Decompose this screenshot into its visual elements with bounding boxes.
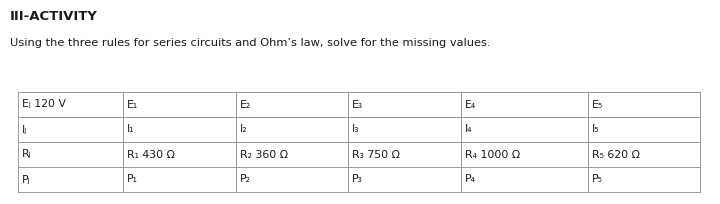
Text: I₃: I₃ [352,124,359,134]
Text: I₅: I₅ [592,124,599,134]
Text: Eⱼ 120 V: Eⱼ 120 V [22,100,66,110]
Text: P₃: P₃ [352,174,363,184]
Text: R₁ 430 Ω: R₁ 430 Ω [127,150,175,160]
Text: P₄: P₄ [464,174,476,184]
Text: P₂: P₂ [240,174,251,184]
Text: P₅: P₅ [592,174,603,184]
Text: Iⱼ: Iⱼ [22,124,27,134]
Text: E₃: E₃ [352,100,364,110]
Text: E₁: E₁ [127,100,138,110]
Text: I₁: I₁ [127,124,135,134]
Text: I₄: I₄ [464,124,472,134]
Text: III-ACTIVITY: III-ACTIVITY [10,10,98,23]
Text: I₂: I₂ [240,124,247,134]
Text: R₃ 750 Ω: R₃ 750 Ω [352,150,400,160]
Text: Pⱼ: Pⱼ [22,174,30,184]
Text: Using the three rules for series circuits and Ohm’s law, solve for the missing v: Using the three rules for series circuit… [10,38,490,48]
Text: R₅ 620 Ω: R₅ 620 Ω [592,150,639,160]
Text: R₂ 360 Ω: R₂ 360 Ω [240,150,288,160]
Text: P₁: P₁ [127,174,138,184]
Text: E₅: E₅ [592,100,603,110]
Text: E₂: E₂ [240,100,251,110]
Text: R₄ 1000 Ω: R₄ 1000 Ω [464,150,520,160]
Text: E₄: E₄ [464,100,476,110]
Text: Rⱼ: Rⱼ [22,150,32,160]
